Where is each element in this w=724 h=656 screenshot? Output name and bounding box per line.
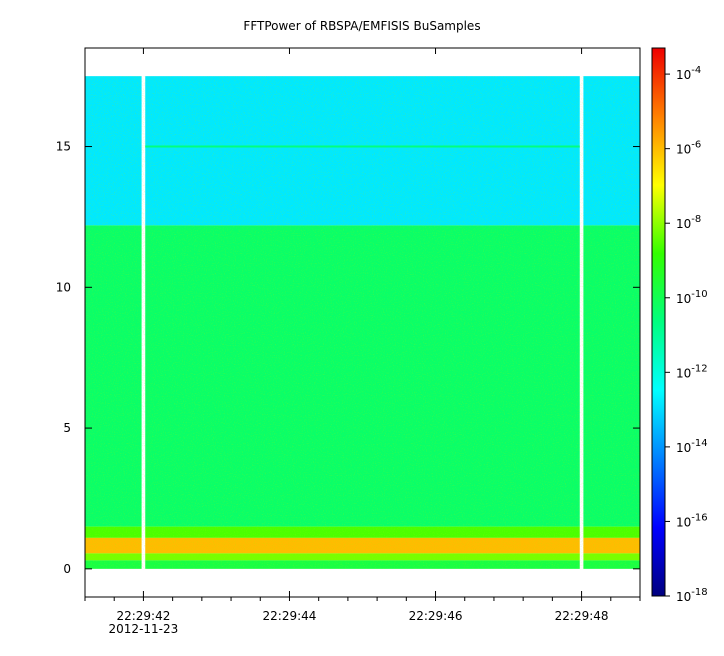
y-tick-label: 15 <box>56 140 71 154</box>
spectrogram-plot <box>85 76 640 569</box>
colorbar-tick-label: 10-12 <box>676 363 708 380</box>
colorbar-tick-label: 10-8 <box>676 214 701 231</box>
x-tick-label: 22:29:44 <box>263 609 317 623</box>
x-tick-date-label: 2012-11-23 <box>109 622 179 636</box>
y-tick-label: 5 <box>63 421 71 435</box>
colorbar-gradient <box>651 47 666 597</box>
x-tick-label: 22:29:42 <box>116 609 170 623</box>
colorbar: 10-18 10-16 10-14 10-12 10-10 10-8 10-6 10-4 <box>651 47 708 604</box>
colorbar-tick-label: 10-10 <box>676 289 708 306</box>
colorbar-tick-label: 10-6 <box>676 140 701 157</box>
chart-title: FFTPower of RBSPA/EMFISIS BuSamples <box>243 19 480 33</box>
spectrogram-texture <box>85 76 640 569</box>
colorbar-tick-label: 10-18 <box>676 587 708 604</box>
colorbar-tick-label: 10-16 <box>676 512 708 529</box>
colorbar-tick-label: 10-4 <box>676 65 701 82</box>
plot-frame <box>84 47 641 598</box>
colorbar-tick-label: 10-14 <box>676 438 708 455</box>
y-tick-label: 10 <box>56 280 71 294</box>
x-tick-label: 22:29:48 <box>555 609 609 623</box>
y-tick-label: 0 <box>63 562 71 576</box>
x-tick-label: 22:29:46 <box>409 609 463 623</box>
